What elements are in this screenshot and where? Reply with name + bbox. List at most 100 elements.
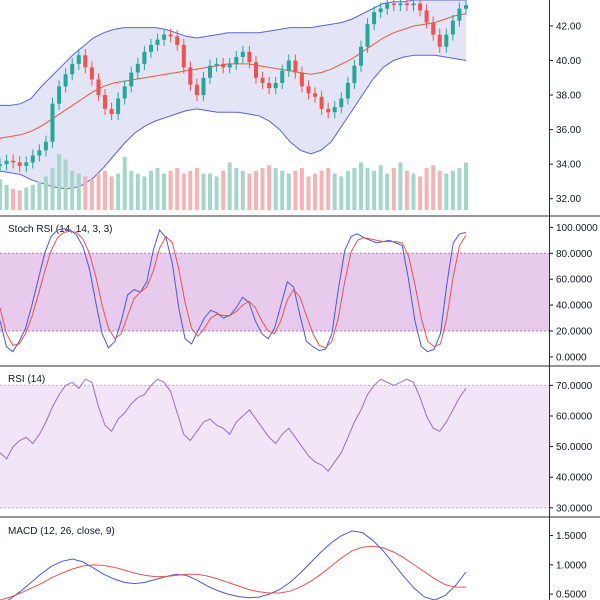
candle-body[interactable]: [437, 34, 442, 47]
volume-bar: [306, 176, 311, 210]
candle-body[interactable]: [385, 3, 390, 9]
candle-body[interactable]: [398, 3, 403, 6]
volume-bar: [267, 165, 272, 210]
candle-body[interactable]: [168, 34, 173, 37]
rsi-pane[interactable]: RSI (14) 30.0000 40.0000 50.0000 60.0000 70.…: [0, 374, 593, 514]
candle-body[interactable]: [188, 67, 193, 85]
volume-bar: [129, 170, 134, 210]
rsi-band: [0, 385, 549, 508]
volume-bar: [109, 176, 114, 210]
candle-body[interactable]: [201, 77, 206, 96]
candle-body[interactable]: [76, 55, 81, 64]
candle-body[interactable]: [411, 3, 416, 6]
candle-body[interactable]: [43, 141, 48, 151]
volume-bar: [240, 170, 245, 210]
candle-body[interactable]: [457, 8, 462, 21]
candle-body[interactable]: [162, 34, 167, 40]
candle-body[interactable]: [273, 82, 278, 89]
candle-body[interactable]: [175, 36, 180, 45]
candle-body[interactable]: [96, 79, 101, 96]
candle-body[interactable]: [352, 65, 357, 83]
candle-body[interactable]: [116, 98, 121, 115]
candle-body[interactable]: [339, 98, 344, 108]
y-tick-label: 80.0000: [556, 249, 593, 260]
y-tick-label: 40.00: [556, 56, 581, 67]
candle-body[interactable]: [424, 10, 429, 23]
candle-body[interactable]: [149, 44, 153, 52]
candle-body[interactable]: [57, 86, 62, 104]
volume-bar: [273, 168, 278, 210]
candle-body[interactable]: [431, 22, 436, 35]
volume-bar: [50, 168, 55, 210]
candle-body[interactable]: [444, 34, 449, 47]
volume-bar: [326, 168, 331, 210]
candle-body[interactable]: [89, 67, 94, 80]
candle-body[interactable]: [247, 51, 252, 63]
price-pane[interactable]: 32.00 34.00 36.00 38.00 40.00 42.00: [0, 0, 581, 210]
candle-body[interactable]: [63, 74, 68, 87]
volume-bar: [188, 170, 193, 210]
candle-body[interactable]: [365, 24, 370, 47]
candle-body[interactable]: [37, 150, 42, 156]
candle-body[interactable]: [83, 55, 88, 68]
candle-body[interactable]: [260, 77, 265, 83]
candle-body[interactable]: [372, 12, 377, 25]
candle-body[interactable]: [135, 63, 140, 73]
stoch-rsi-pane[interactable]: Stoch RSI (14, 14, 3, 3) 0.000020.000040…: [0, 223, 598, 364]
candle-body[interactable]: [404, 3, 409, 6]
candle-body[interactable]: [345, 82, 350, 99]
candle-body[interactable]: [240, 51, 245, 57]
candle-body[interactable]: [17, 162, 22, 166]
volume-bar: [63, 159, 68, 210]
volume-bar: [391, 168, 396, 210]
candle-body[interactable]: [234, 57, 239, 64]
candle-body[interactable]: [313, 93, 317, 97]
y-tick-label: 40.0000: [556, 473, 593, 484]
volume-bar: [162, 173, 167, 210]
volume-bar: [404, 170, 409, 210]
candle-body[interactable]: [0, 164, 2, 166]
candle-body[interactable]: [129, 72, 134, 87]
candle-body[interactable]: [299, 72, 304, 87]
candle-body[interactable]: [450, 20, 455, 35]
y-tick-label: 20.0000: [556, 327, 593, 338]
candle-body[interactable]: [319, 96, 324, 109]
y-tick-label: 36.00: [556, 125, 581, 136]
candle-body[interactable]: [109, 108, 114, 115]
candle-body[interactable]: [306, 86, 311, 94]
candle-body[interactable]: [254, 62, 258, 78]
candle-body[interactable]: [293, 60, 298, 73]
candle-body[interactable]: [70, 63, 75, 75]
candle-body[interactable]: [214, 63, 219, 66]
candle-body[interactable]: [24, 162, 29, 166]
candle-body[interactable]: [286, 60, 291, 71]
volume-bar: [359, 162, 363, 210]
candle-body[interactable]: [359, 46, 363, 66]
candle-body[interactable]: [30, 155, 35, 163]
candle-body[interactable]: [11, 160, 16, 163]
volume-bar: [142, 176, 147, 210]
stoch-rsi-d-line: [0, 230, 467, 349]
candle-body[interactable]: [378, 8, 383, 13]
volume-bar: [155, 168, 160, 210]
candle-body[interactable]: [391, 3, 396, 6]
candle-body[interactable]: [181, 44, 186, 68]
candle-body[interactable]: [155, 39, 160, 45]
candle-body[interactable]: [208, 65, 212, 78]
candle-body[interactable]: [418, 3, 423, 11]
macd-pane[interactable]: MACD (12, 26, close, 9) 0.5000 1.0000 1.50…: [0, 526, 587, 600]
candle-body[interactable]: [227, 63, 232, 68]
candle-body[interactable]: [280, 70, 285, 83]
candle-body[interactable]: [4, 160, 9, 165]
candle-body[interactable]: [332, 107, 337, 113]
candle-body[interactable]: [267, 82, 272, 89]
candle-body[interactable]: [326, 108, 331, 113]
candle-body[interactable]: [194, 84, 199, 96]
candle-body[interactable]: [122, 86, 127, 99]
candle-body[interactable]: [221, 63, 226, 68]
candle-body[interactable]: [50, 103, 55, 142]
candle-body[interactable]: [142, 51, 147, 64]
candle-body[interactable]: [464, 5, 468, 9]
volume-bar: [168, 170, 173, 210]
candle-body[interactable]: [103, 95, 107, 109]
